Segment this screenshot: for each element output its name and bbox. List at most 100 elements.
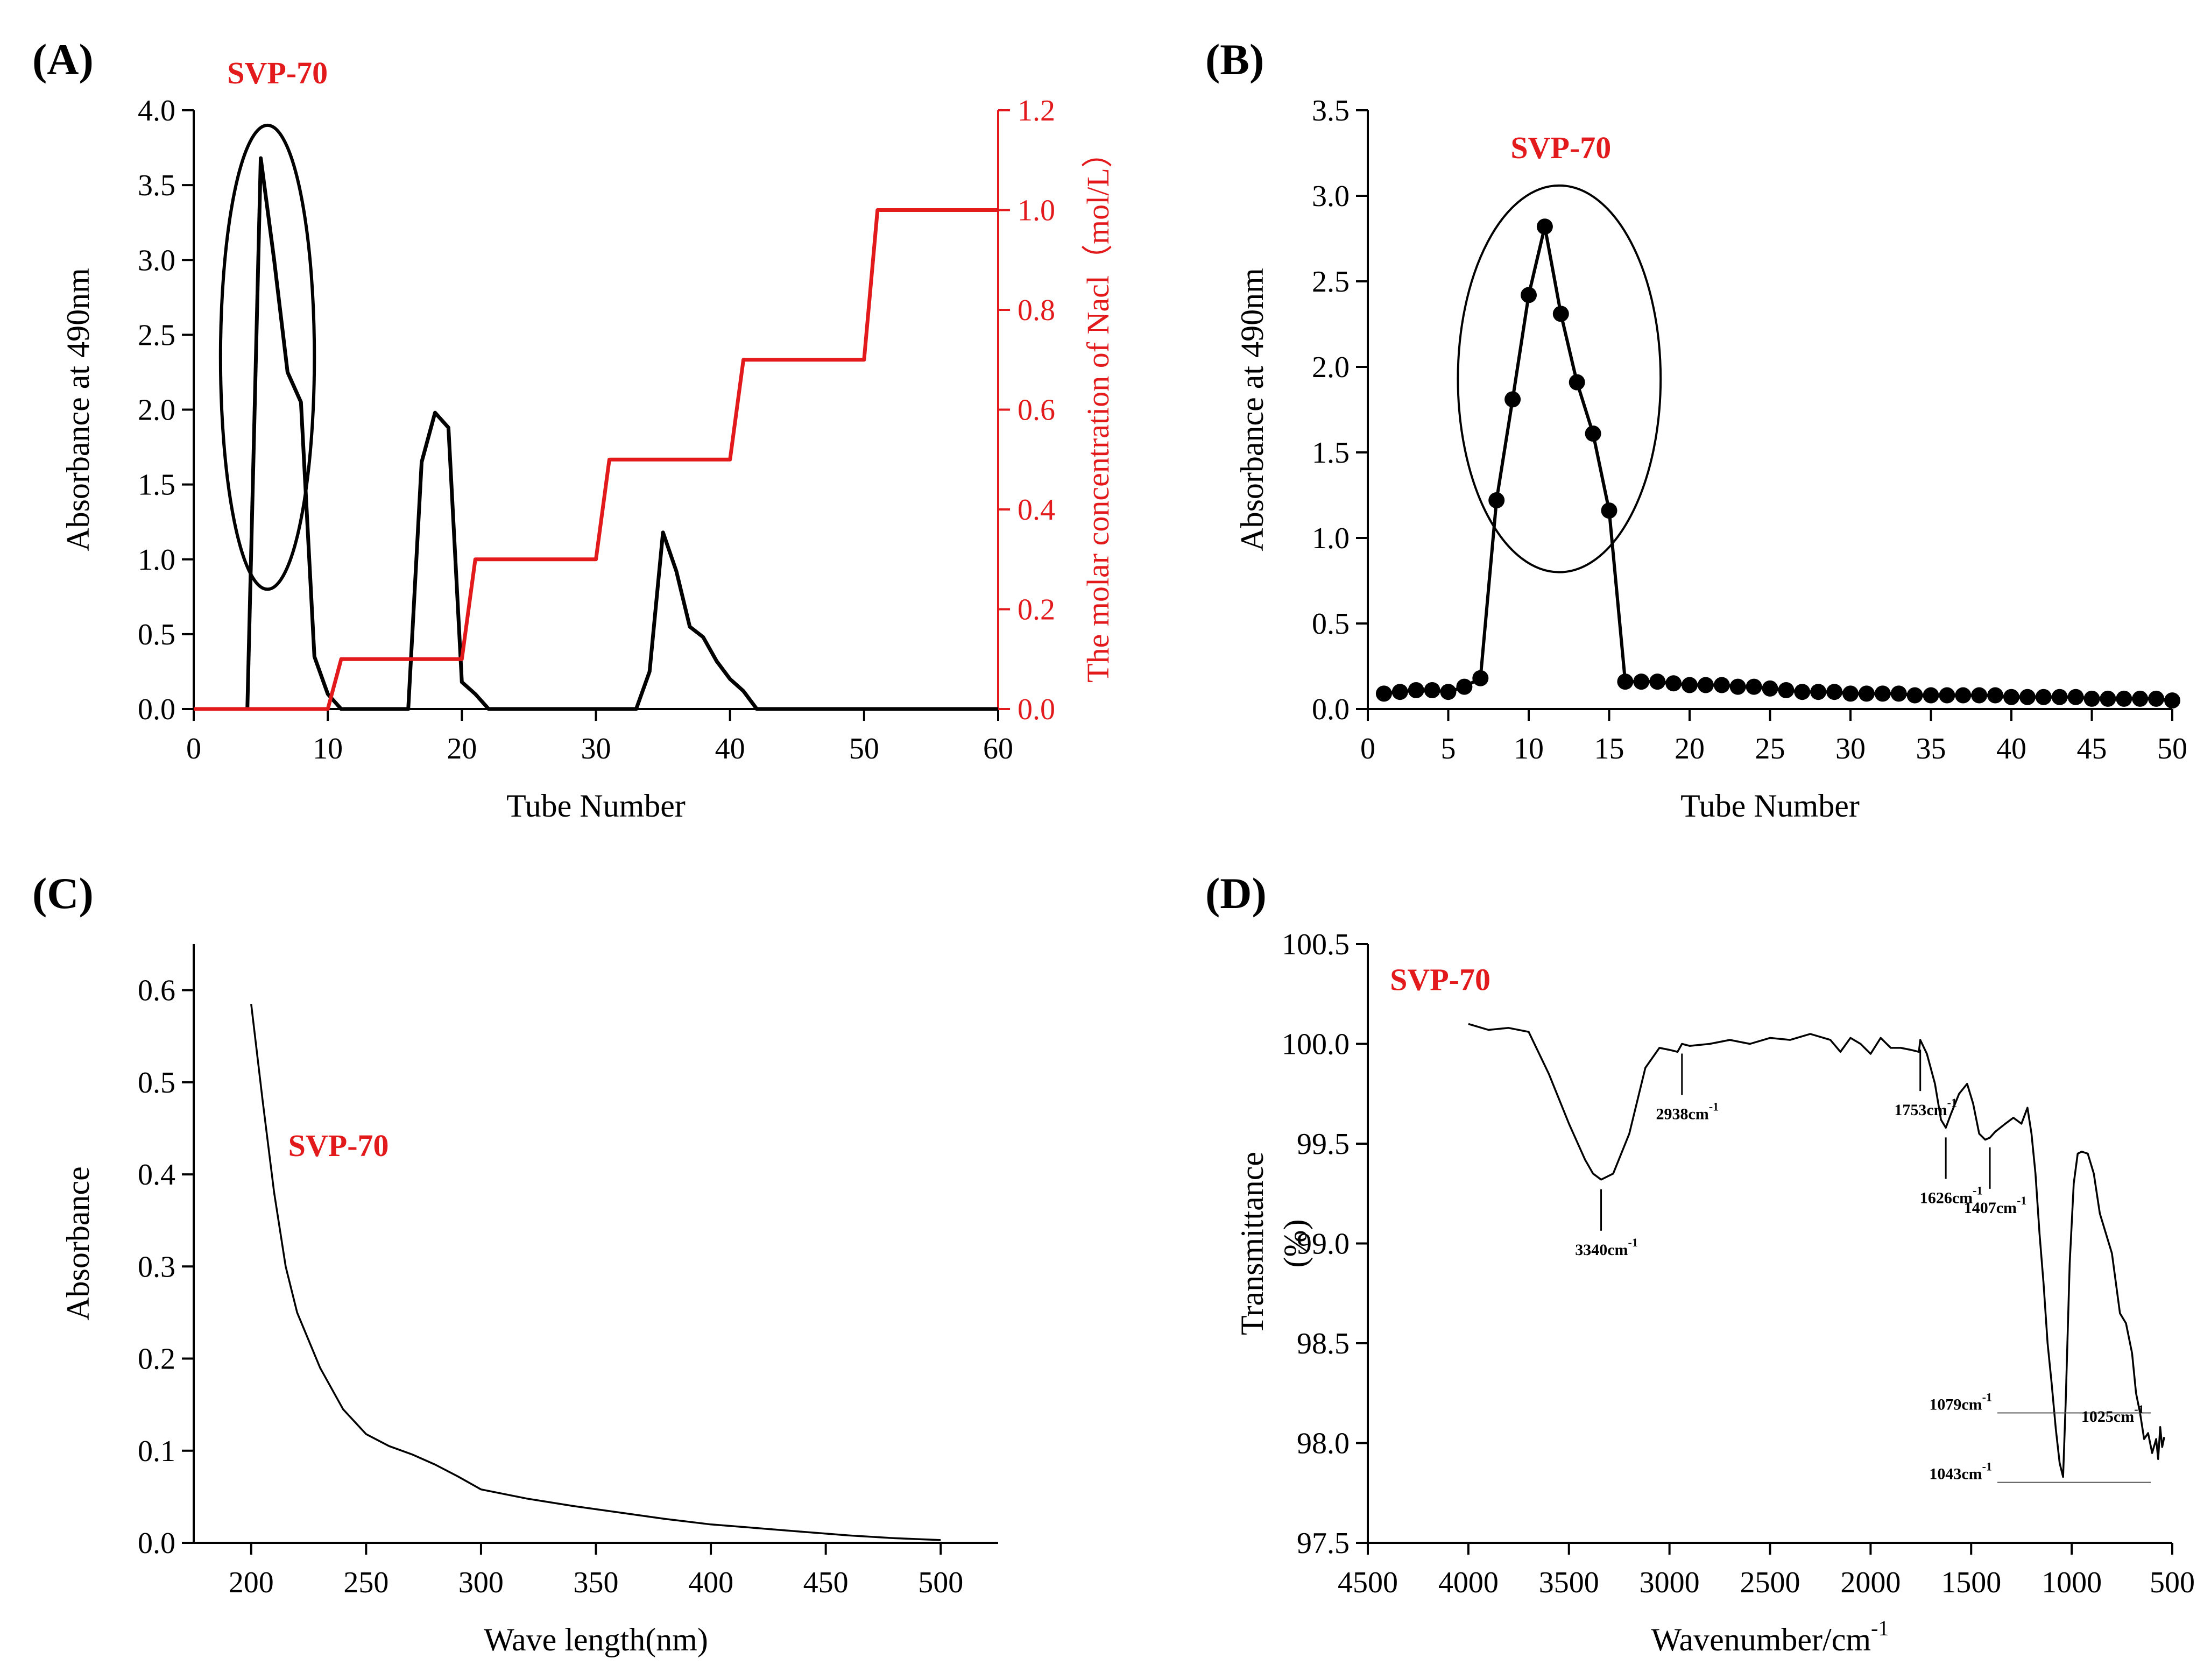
x-tick-label: 0 [186,732,201,765]
x-axis-title: Tube Number [506,788,686,824]
y-tick-label: 100.5 [1282,928,1350,961]
x-tick-label: 40 [1996,732,2026,765]
data-point [1569,374,1585,391]
x-tick-label: 450 [803,1566,849,1599]
data-point [2003,689,2019,705]
data-point [1601,502,1617,519]
x-tick-label: 50 [849,732,879,765]
data-point [1649,674,1666,690]
y-tick-label: 2.5 [138,318,175,352]
data-point [1939,687,1955,704]
data-point [1906,687,1923,704]
data-point [1521,287,1537,303]
peak-label-superscript: -1 [1973,1183,1982,1197]
y-tick-label: 100.0 [1282,1028,1350,1061]
x-tick-label: 350 [574,1566,619,1599]
data-point [2035,689,2052,705]
y2-tick-label: 0.4 [1018,493,1055,527]
x-tick-label: 25 [1755,732,1785,765]
y-tick-label: 0.5 [138,618,175,651]
x-tick-label: 1000 [2042,1566,2102,1599]
data-point [1971,687,1988,704]
x-tick-label: 60 [983,732,1013,765]
y-tick-label: 2.5 [1312,265,1350,299]
y-axis-unit: (%) [1277,1220,1313,1268]
y-tick-label: 0.3 [138,1250,175,1284]
data-point [1858,685,1875,702]
y-tick-label: 0.0 [138,1527,175,1560]
data-point [1504,391,1521,408]
data-point [1375,685,1392,702]
data-point [1729,678,1746,695]
data-point [1713,677,1730,693]
peak-label-superscript: -1 [1709,1100,1719,1114]
x-tick-label: 4000 [1438,1566,1499,1599]
panel-label: (D) [1205,869,1267,918]
y-tick-label: 0.0 [1312,693,1350,726]
data-point [2083,690,2100,707]
peak-label: 1043cm-1 [1929,1460,1992,1483]
data-point [1697,677,1714,693]
x-tick-label: 30 [1835,732,1866,765]
data-point [1617,674,1634,690]
data-point [2132,690,2149,707]
x-tick-label: 400 [688,1566,733,1599]
x-axis-title: Tube Number [1680,788,1860,824]
y-tick-label: 0.4 [138,1158,175,1192]
data-point [1440,684,1457,700]
x-tick-label: 1500 [1941,1566,2001,1599]
x-tick-label: 50 [2157,732,2187,765]
y-tick-label: 0.1 [138,1435,175,1468]
x-tick-label: 4500 [1338,1566,1398,1599]
y2-tick-label: 0.8 [1018,294,1055,327]
chart-panel-1: (B) 0 5 10 15 20 25 30 35 40 45 50 0.0 0.5 1.0 1.5 2.0 2.… [1205,35,2187,824]
peak-label-superscript: -1 [1628,1236,1638,1249]
highlight-ellipse [218,123,316,591]
y-tick-label: 0.2 [138,1343,175,1376]
data-point [1665,675,1682,692]
x-tick-label: 500 [918,1566,963,1599]
chart-panel-2: (C) 200 250 300 350 400 450 500 0.0 0.1 0.2 0.3 0.4 0… [32,869,998,1657]
y-axis-title: Absorbance at 490nm [1234,268,1270,551]
y2-tick-label: 0.2 [1018,593,1055,627]
x-tick-label: 40 [715,732,745,765]
x-tick-label: 20 [1675,732,1705,765]
x-tick-label: 0 [1360,732,1375,765]
y-tick-label: 1.0 [1312,522,1350,555]
data-point [1955,687,1972,704]
y-tick-label: 1.0 [138,543,175,577]
y2-tick-label: 0.6 [1018,394,1055,427]
y2-tick-label: 1.2 [1018,94,1055,127]
data-point [1890,685,1907,702]
x-tick-label: 300 [458,1566,504,1599]
x-tick-label: 200 [229,1566,274,1599]
peak-label-superscript: -1 [2134,1402,2144,1416]
y-tick-label: 97.5 [1297,1527,1350,1560]
peak-label-superscript: -1 [1982,1391,1992,1404]
data-point [1778,682,1795,699]
data-point [1794,684,1811,700]
y-tick-label: 3.0 [1312,180,1350,213]
x-tick-label: 2500 [1740,1566,1800,1599]
series-annotation: SVP-70 [1510,130,1611,165]
y-tick-label: 0.6 [138,974,175,1008]
chart-panel-0: (A)0 10 20 30 40 50 600.00.51.01.52.02.53.03.5… [32,35,1115,824]
y-tick-label: 3.0 [138,244,175,277]
series-line-0 [1468,1023,2165,1478]
y-tick-label: 2.0 [1312,351,1350,384]
y-axis-title: Transmittance [1234,1152,1270,1335]
x-tick-label: 10 [313,732,343,765]
chart-panel-3: (D) 4500 4000 3500 3000 2500 2000 1500 1000 500 97… [1205,869,2195,1657]
panel-label: (A) [32,35,94,84]
series-line-0 [250,1004,941,1541]
data-point [2148,690,2165,707]
x-axis-title: Wave length(nm) [484,1622,708,1657]
y-tick-label: 98.0 [1297,1427,1350,1461]
data-point [1424,682,1440,699]
data-point [1682,677,1698,693]
peak-label-superscript: -1 [1947,1096,1957,1109]
x-tick-label: 45 [2077,732,2107,765]
data-point [1536,218,1553,235]
series-line-0 [1383,225,2173,703]
